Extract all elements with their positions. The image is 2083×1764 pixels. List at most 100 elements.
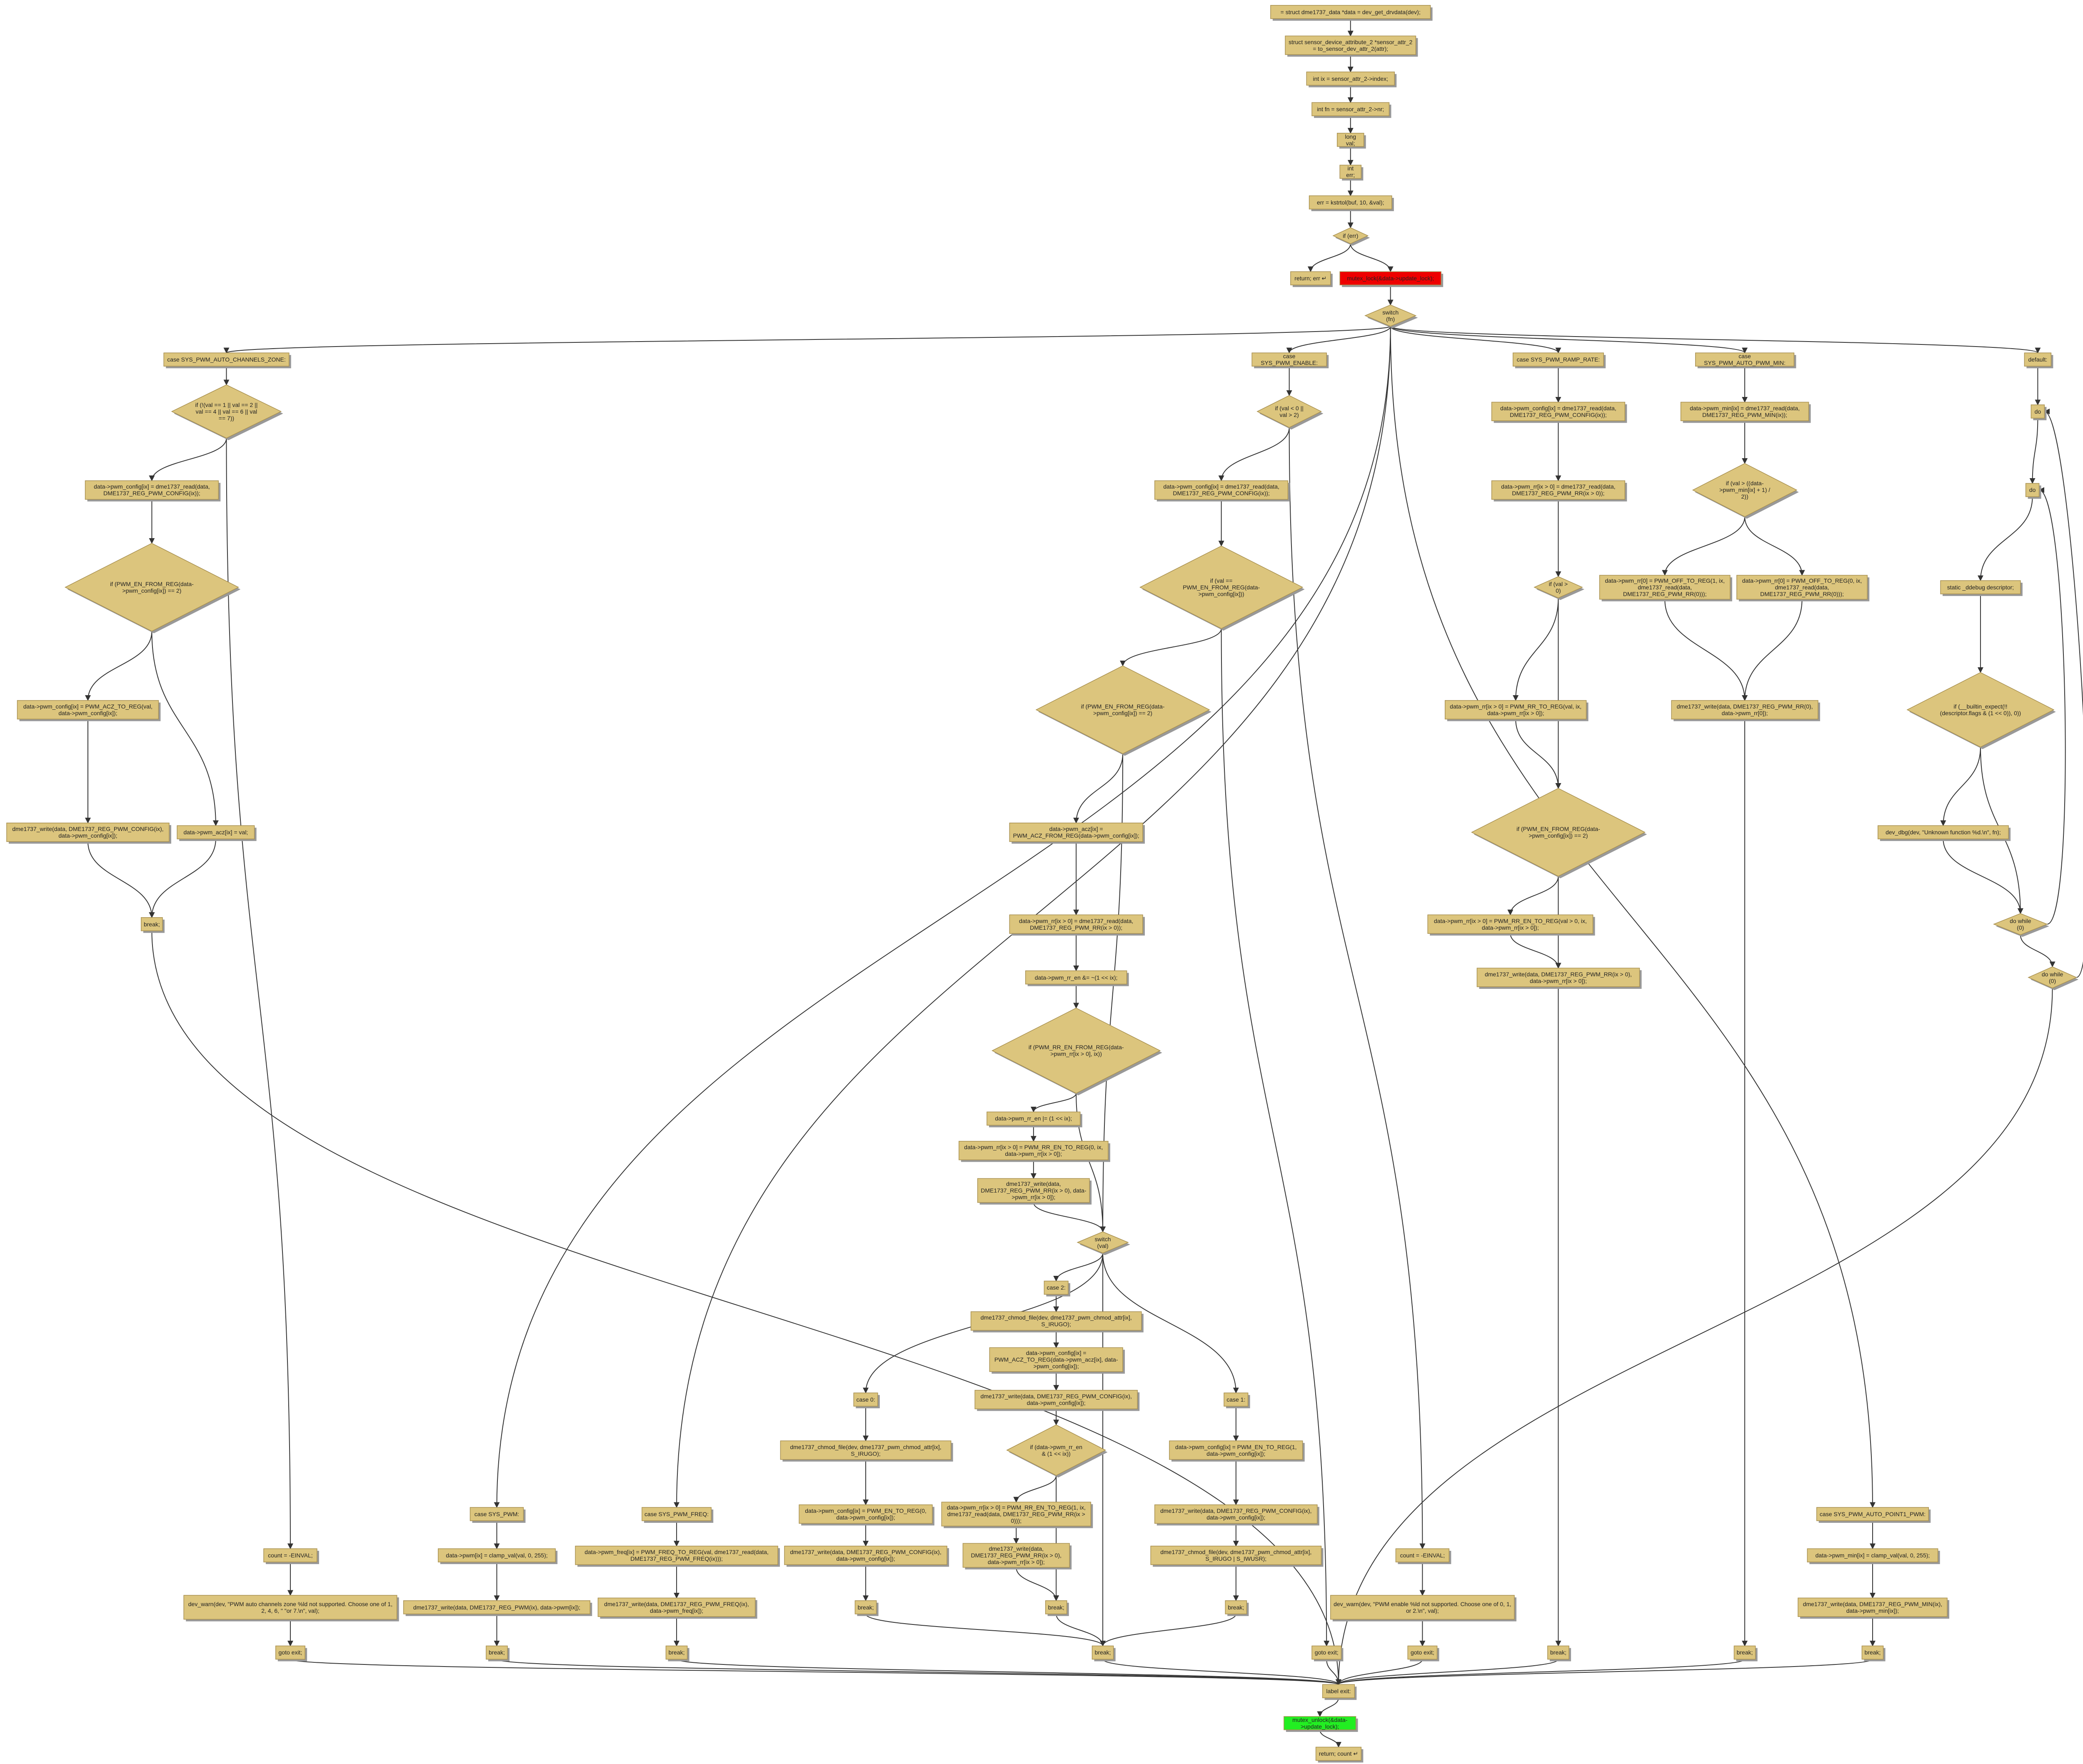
node-shape: [1339, 165, 1362, 179]
statement-node: data->pwm_acz[ix] = val;: [177, 825, 257, 841]
statement-node: err = kstrtol(buf, 10, &val);: [1309, 195, 1394, 211]
node-label: int ix = sensor_attr_2->index;: [1313, 75, 1389, 82]
node-label: dev_warn(dev, "PWM enable %ld not suppor…: [1334, 1600, 1513, 1614]
statement-node: case SYS_PWM_FREQ:: [642, 1507, 714, 1523]
edge: [1100, 1614, 1236, 1647]
node-label: dme1737_write(data, DME1737_REG_PWM_CONF…: [980, 1393, 1134, 1407]
edge: [1336, 988, 2053, 1685]
node-label: return; count ↵: [1319, 1750, 1359, 1757]
node-shape: [1339, 271, 1441, 285]
decision-node: if (PWM_EN_FROM_REG(data->pwm_config[ix]…: [1035, 665, 1211, 756]
node-label: if (__builtin_expect(!!(descriptor.flags…: [1940, 703, 2021, 716]
node-label: break;: [1048, 1604, 1064, 1611]
node-label: break;: [857, 1604, 874, 1611]
statement-node: int err;: [1339, 165, 1364, 181]
node-label-box: struct sensor_device_attribute_2 *sensor…: [1289, 38, 1414, 52]
node-shape: [1150, 1545, 1322, 1565]
node-shape: [642, 1507, 712, 1521]
edge: [1218, 427, 1290, 482]
node-label-box: data->pwm_config[ix] = PWM_EN_TO_REG(1, …: [1175, 1443, 1299, 1457]
statement-node: break;: [486, 1645, 510, 1662]
node-label-box: dme1737_write(data, DME1737_REG_PWM_CONF…: [790, 1549, 941, 1562]
node-label: case SYS_PWM_FREQ:: [644, 1510, 709, 1517]
statement-node: data->pwm_config[ix] = dme1737_read(data…: [1154, 480, 1290, 502]
statement-node: do: [2025, 483, 2041, 499]
statement-node: data->pwm_acz[ix] = PWM_ACZ_FROM_REG(dat…: [1009, 822, 1145, 844]
decision-node: if (PWM_RR_EN_FROM_REG(data->pwm_rr[ix >…: [992, 1008, 1162, 1095]
node-label: if (PWM_EN_FROM_REG(data->pwm_config[ix]…: [1081, 703, 1165, 716]
node-label-box: dme1737_write(data, DME1737_REG_PWM_RR(i…: [971, 1545, 1061, 1565]
node-label-box: if (val > ((data->pwm_min[ix] + 1) / 2)): [1719, 480, 1770, 500]
nodes: = struct dme1737_data *data = dev_get_dr…: [6, 5, 2079, 1763]
node-shape: [1290, 271, 1331, 285]
node-label-box: static _ddebug descriptor;: [1947, 584, 2014, 591]
node-shape: [799, 1504, 933, 1524]
node-label: case 1:: [1226, 1396, 1246, 1403]
edge: [290, 1659, 1341, 1685]
node-label: break;: [668, 1649, 685, 1656]
edge: [2029, 418, 2038, 484]
node-shape: [1154, 480, 1289, 500]
edge: [1056, 1614, 1106, 1647]
edge: [1390, 326, 1876, 1508]
node-label-box: mutex_unlock(&data->update_lock);: [1292, 1717, 1347, 1730]
node-label-box: data->pwm_acz[ix] = PWM_ACZ_FROM_REG(dat…: [1013, 826, 1139, 839]
node-label: if (PWM_EN_FROM_REG(data->pwm_config[ix]…: [110, 580, 194, 594]
node-label: label exit:: [1326, 1688, 1351, 1695]
statement-node: data->pwm_config[ix] = PWM_ACZ_TO_REG(da…: [989, 1347, 1125, 1374]
node-shape: [1364, 304, 1417, 327]
node-label: do while (0): [2010, 917, 2033, 931]
node-shape: [1332, 227, 1369, 244]
node-label-box: case SYS_PWM_AUTO_CHANNELS_ZONE:: [167, 356, 286, 363]
node-shape: [1309, 195, 1392, 210]
node-label: goto exit;: [1314, 1649, 1339, 1656]
node-shape: [1270, 5, 1431, 19]
node-label-box: if (PWM_EN_FROM_REG(data->pwm_config[ix]…: [1081, 703, 1165, 716]
node-label-box: goto exit;: [1314, 1649, 1339, 1656]
node-label: data->pwm_rr[0] = PWM_OFF_TO_REG(1, ix, …: [1605, 577, 1726, 597]
statement-node: dev_warn(dev, "PWM enable %ld not suppor…: [1330, 1595, 1516, 1622]
node-label-box: switch (val): [1095, 1236, 1111, 1249]
edge: [1977, 497, 2033, 581]
node-shape: [2025, 483, 2040, 497]
node-shape: [141, 917, 163, 931]
node-shape: [17, 700, 159, 720]
statement-node: break;: [141, 917, 165, 933]
edges: [85, 18, 2083, 1748]
node-shape: [163, 352, 290, 367]
node-label-box: dme1737_write(data, DME1737_REG_PWM_FREQ…: [604, 1601, 749, 1614]
statement-node: return; count ↵: [1315, 1747, 1364, 1763]
statement-node: case 0:: [853, 1392, 880, 1409]
node-label: if (err): [1343, 232, 1359, 239]
node-shape: [854, 1600, 877, 1614]
node-shape: [962, 1543, 1070, 1568]
node-label: data->pwm_config[ix] = PWM_EN_TO_REG(0, …: [805, 1507, 928, 1521]
statement-node: data->pwm_config[ix] = PWM_EN_TO_REG(1, …: [1169, 1440, 1305, 1462]
edge: [1510, 933, 1561, 969]
node-shape: [1045, 1600, 1067, 1614]
node-label: data->pwm_acz[ix] = val;: [183, 829, 248, 836]
node-label: dme1737_write(data, DME1737_REG_PWM_CONF…: [12, 826, 165, 839]
node-shape: [784, 1545, 947, 1565]
edge: [1664, 599, 1748, 701]
node-label: data->pwm_rr_en &= ~(1 << ix);: [1034, 974, 1118, 981]
node-shape: [171, 384, 282, 439]
edge: [1943, 839, 2023, 914]
statement-node: dme1737_write(data, DME1737_REG_PWM_CONF…: [784, 1545, 949, 1567]
node-label-box: err = kstrtol(buf, 10, &val);: [1317, 199, 1384, 206]
statement-node: struct sensor_device_attribute_2 *sensor…: [1285, 35, 1418, 57]
edge: [87, 841, 155, 918]
node-label: struct sensor_device_attribute_2 *sensor…: [1289, 38, 1414, 52]
node-label: data->pwm_config[ix] = PWM_EN_TO_REG(1, …: [1175, 1443, 1299, 1457]
node-label-box: dme1737_chmod_file(dev, dme1737_pwm_chmo…: [981, 1314, 1132, 1327]
node-label-box: if (val < 0 || val > 2): [1275, 405, 1304, 418]
node-shape: [1315, 1747, 1362, 1761]
statement-node: break;: [1861, 1645, 1886, 1662]
statement-node: dme1737_chmod_file(dev, dme1737_pwm_chmo…: [780, 1440, 953, 1462]
node-shape: [1006, 1424, 1106, 1476]
node-shape: [989, 1347, 1123, 1372]
statement-node: mutex_unlock(&data->update_lock);: [1284, 1716, 1358, 1732]
node-label-box: dme1737_chmod_file(dev, dme1737_pwm_chmo…: [1160, 1549, 1311, 1562]
node-shape: [438, 1548, 556, 1562]
